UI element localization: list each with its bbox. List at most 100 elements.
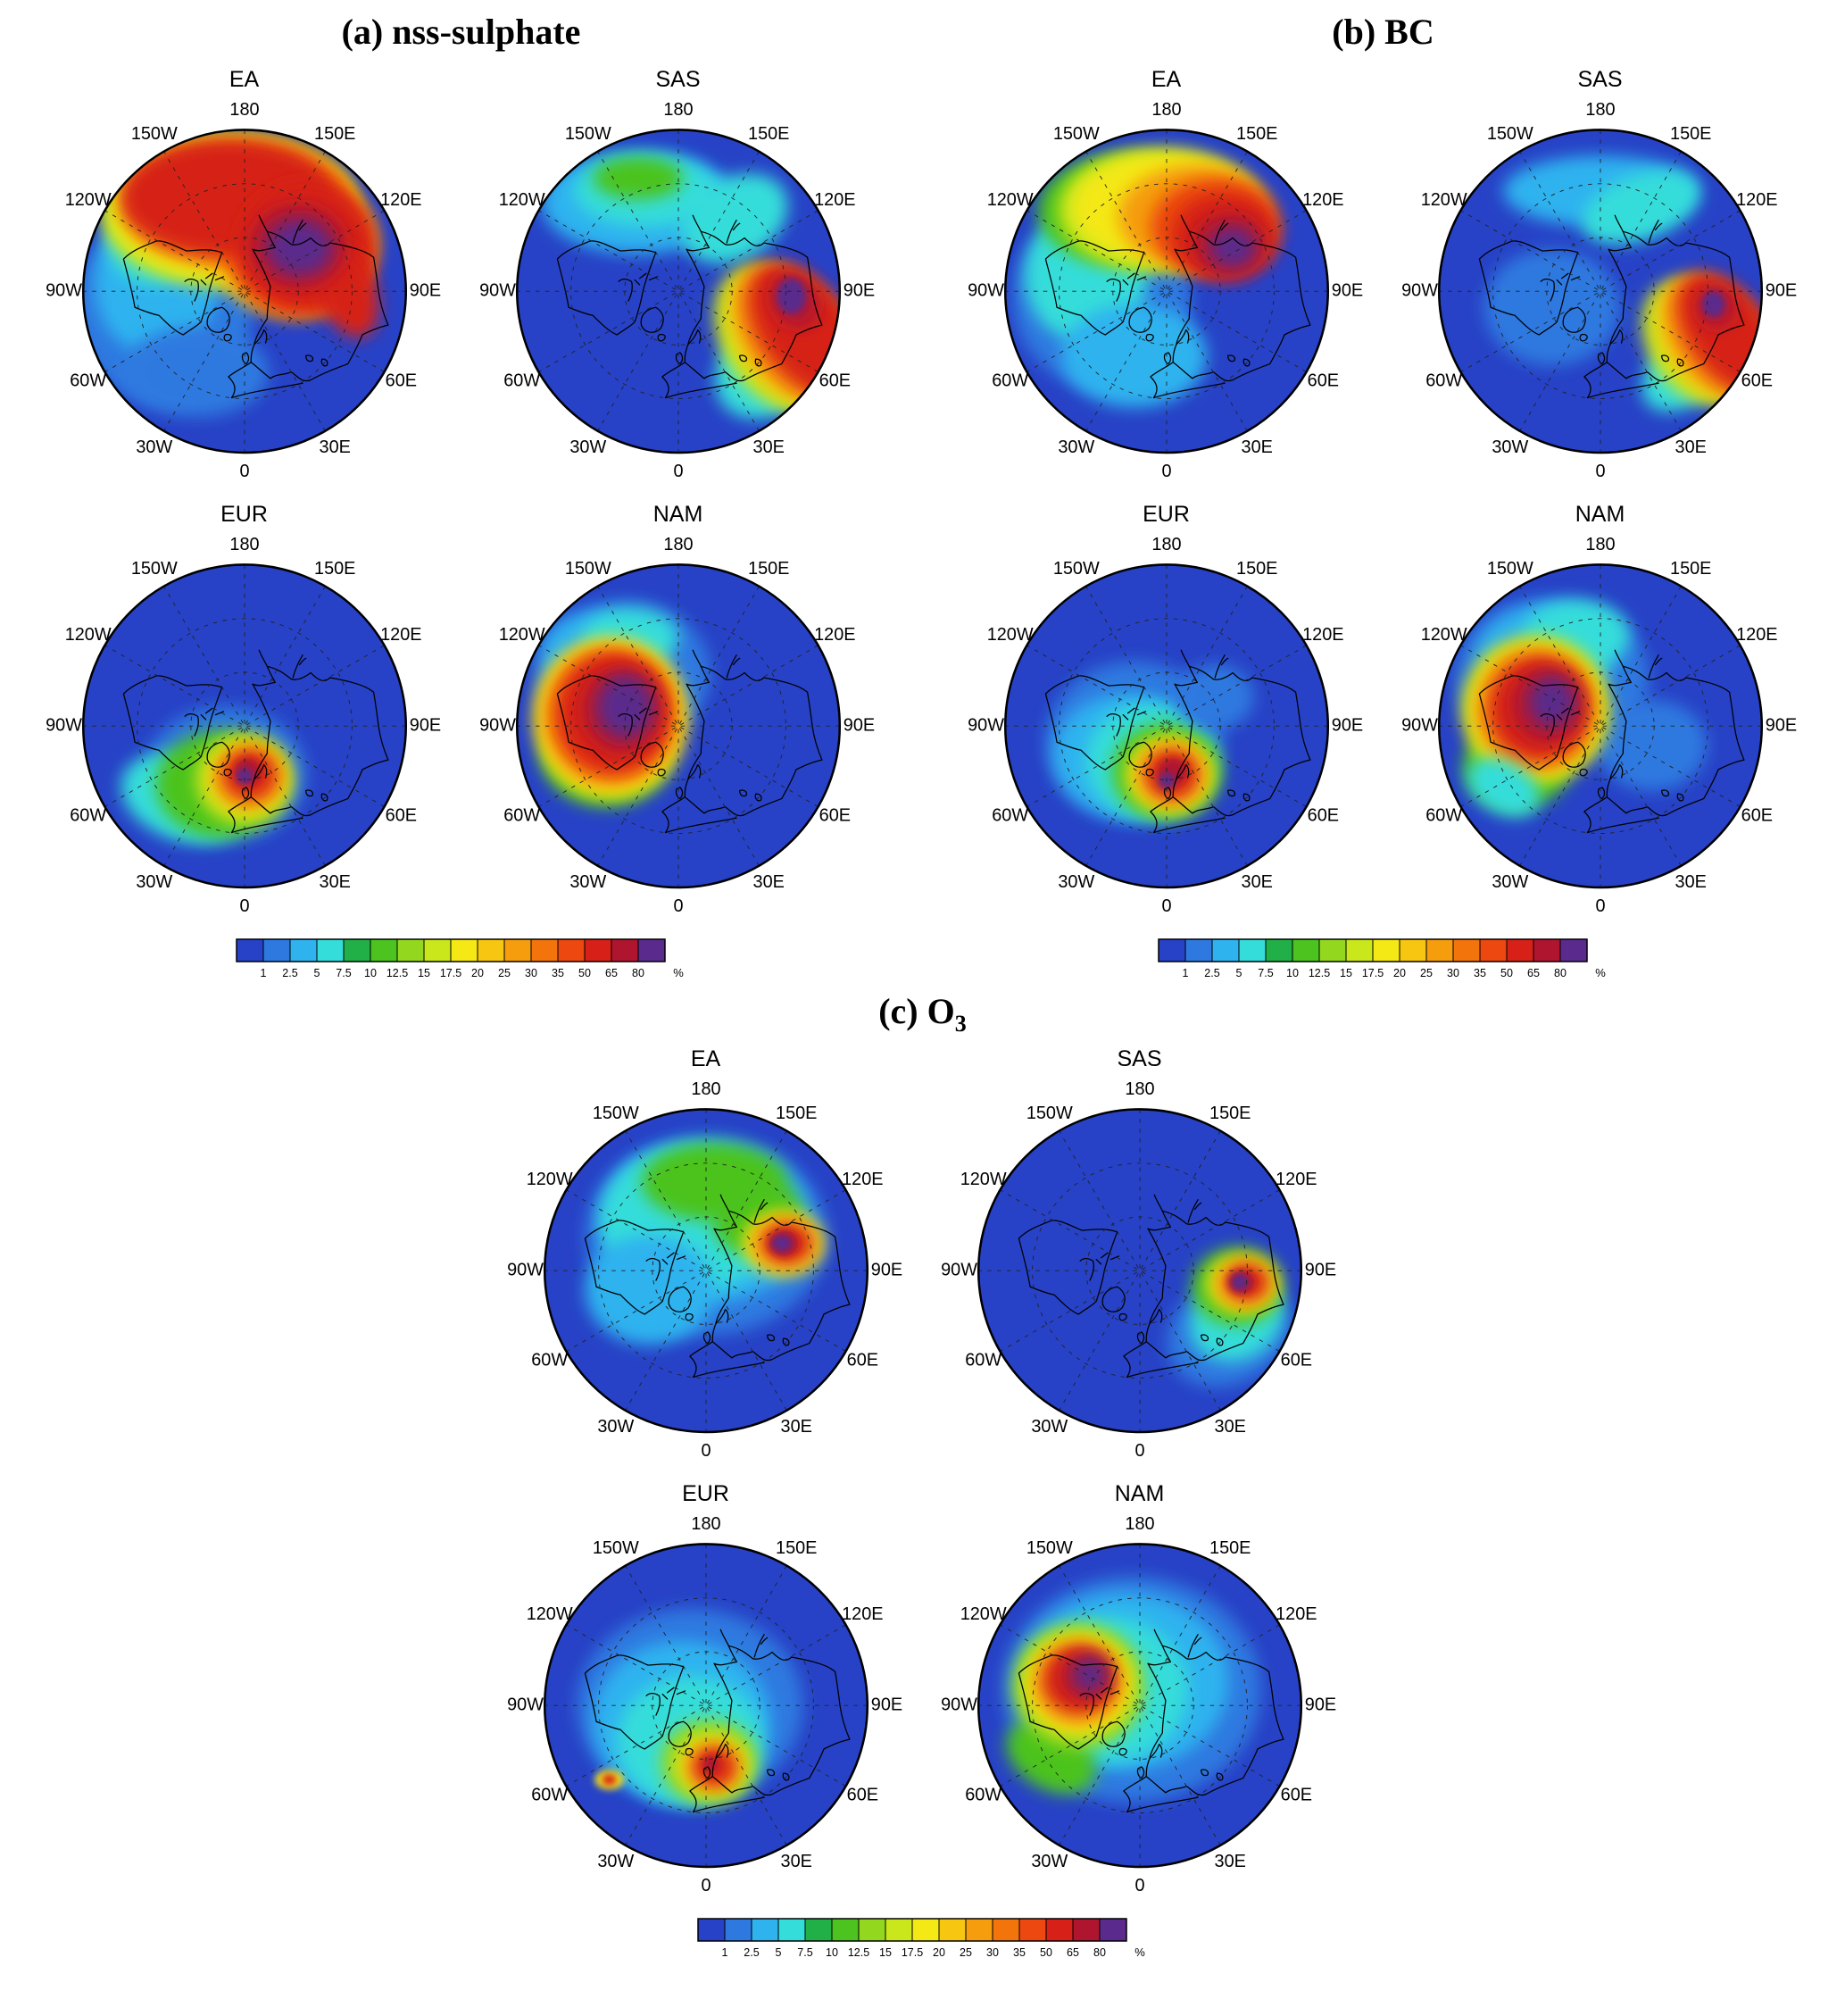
colorbar-tick-label: 2.5 <box>744 1946 759 1959</box>
map-cell-eur: EUR 180 150E 120E 90E 60E 30E 0 30W 60W 90W 120W 150… <box>28 495 461 929</box>
lon-label: 30W <box>136 872 172 892</box>
colorbar-tick-label: 1 <box>721 1946 727 1959</box>
lon-label: 60W <box>531 1351 568 1370</box>
lon-label: 0 <box>1134 1441 1144 1461</box>
map-plot-nam: 180 150E 120E 90E 60E 30E 0 30W 60W 90W 120W 150W <box>479 535 875 916</box>
lon-label: 120E <box>1302 625 1343 645</box>
lon-label: 60E <box>846 1786 877 1805</box>
lon-label: 30E <box>319 437 350 457</box>
map-plot-nam: 180 150E 120E 90E 60E 30E 0 30W 60W 90W 120W 150W <box>941 1514 1336 1895</box>
lon-label: 120W <box>1420 625 1467 645</box>
lon-label: 60W <box>992 371 1028 391</box>
colorbar-tick-label: 35 <box>1474 967 1486 979</box>
lon-label: 30E <box>752 872 784 892</box>
colorbar-tick-label: 25 <box>960 1946 972 1959</box>
lon-label: 120W <box>1420 190 1467 210</box>
colorbar-tick-label: 65 <box>605 967 618 979</box>
lon-label: 120W <box>526 1604 572 1624</box>
colorbar: 1 2.5 5 7.5 10 12.5 15 17.5 20 25 30 35 50 65 80% <box>1157 938 1606 979</box>
lon-label: 60W <box>965 1786 1001 1805</box>
lon-label: 30W <box>1031 1417 1068 1437</box>
lon-label: 90E <box>843 715 874 735</box>
map-plot-ea: 180 150E 120E 90E 60E 30E 0 30W 60W 90W 120W 150W <box>968 100 1363 481</box>
colorbar-tick-label: 25 <box>498 967 511 979</box>
lon-label: 30W <box>1031 1852 1068 1871</box>
lon-label: 150W <box>1486 124 1533 144</box>
lon-label: 150E <box>314 559 355 579</box>
lon-label: 60W <box>531 1786 568 1805</box>
lon-label: 120W <box>960 1604 1006 1624</box>
map-plot-eur: 180 150E 120E 90E 60E 30E 0 30W 60W 90W 120W 150W <box>507 1514 902 1895</box>
lon-label: 150E <box>776 1104 817 1123</box>
lon-label: 180 <box>663 535 693 554</box>
lon-label: 30W <box>569 437 606 457</box>
panel-b-colorbar: 1 2.5 5 7.5 10 12.5 15 17.5 20 25 30 35 50 65 80% <box>922 937 1844 985</box>
map-cell-nam: NAM 180 150E 120E 90E 60E 30E 0 30W 60W 90W 120W 150… <box>1384 495 1817 929</box>
map-title-sas: SAS <box>1117 1046 1162 1071</box>
lon-label: 0 <box>1161 896 1171 916</box>
colorbar-tick-label: 7.5 <box>1258 967 1273 979</box>
map-plot-sas: 180 150E 120E 90E 60E 30E 0 30W 60W 90W 120W 150W <box>1401 100 1797 481</box>
lon-label: 0 <box>1134 1876 1144 1895</box>
lon-label: 150E <box>748 124 789 144</box>
lon-label: 180 <box>1125 1514 1154 1534</box>
map-plot-sas: 180 150E 120E 90E 60E 30E 0 30W 60W 90W 120W 150W <box>479 100 875 481</box>
lon-label: 180 <box>1585 535 1615 554</box>
lon-label: 30E <box>1214 1417 1245 1437</box>
panel-b-maps: EA 180 150E 120E 90E 60E 30E 0 30W 60W 90W 120W 150W… <box>922 60 1844 929</box>
lon-label: 60W <box>503 371 540 391</box>
colorbar-tick-label: 5 <box>313 967 320 979</box>
colorbar-tick-label: 20 <box>1393 967 1406 979</box>
lon-label: 150E <box>748 559 789 579</box>
map-title-eur: EUR <box>682 1481 729 1506</box>
map-plot-ea: 180 150E 120E 90E 60E 30E 0 30W 60W 90W 120W 150W <box>507 1079 902 1461</box>
lon-label: 30W <box>1058 872 1094 892</box>
map-plot-nam: 180 150E 120E 90E 60E 30E 0 30W 60W 90W 120W 150W <box>1401 535 1797 916</box>
lon-label: 180 <box>1125 1079 1154 1099</box>
lon-label: 60E <box>385 371 416 391</box>
colorbar-tick-label: 80 <box>1554 967 1567 979</box>
lon-label: 0 <box>239 896 249 916</box>
lon-label: 150W <box>130 124 177 144</box>
colorbar: 1 2.5 5 7.5 10 12.5 15 17.5 20 25 30 35 50 65 80% <box>696 1918 1145 1959</box>
lon-label: 60W <box>992 806 1028 826</box>
colorbar-tick-label: 1 <box>260 967 266 979</box>
colorbar-unit-label: % <box>1134 1945 1145 1959</box>
lon-label: 30W <box>569 872 606 892</box>
colorbar-tick-label: 7.5 <box>336 967 351 979</box>
colorbar-tick-label: 2.5 <box>282 967 297 979</box>
lon-label: 180 <box>691 1514 720 1534</box>
map-title-ea: EA <box>690 1046 721 1071</box>
colorbar-tick-label: 10 <box>364 967 377 979</box>
lon-label: 120W <box>498 190 544 210</box>
lon-label: 120W <box>526 1170 572 1189</box>
colorbar-tick-label: 15 <box>418 967 430 979</box>
lon-label: 60E <box>1741 371 1772 391</box>
lon-label: 30E <box>1675 872 1706 892</box>
colorbar-tick-label: 12.5 <box>847 1946 868 1959</box>
lon-label: 180 <box>663 100 693 120</box>
lon-label: 90W <box>968 715 1004 735</box>
colorbar-tick-label: 25 <box>1420 967 1433 979</box>
lon-label: 90E <box>409 715 440 735</box>
lon-label: 90E <box>843 280 874 300</box>
map-cell-sas: SAS 180 150E 120E 90E 60E 30E 0 30W 60W 90W 120W 150… <box>461 60 895 495</box>
lon-label: 120E <box>814 190 855 210</box>
colorbar-tick-label: 7.5 <box>797 1946 812 1959</box>
colorbar-tick-label: 35 <box>552 967 564 979</box>
lon-label: 120W <box>64 190 111 210</box>
lon-label: 0 <box>239 462 249 481</box>
panel-a-title: (a) nss-sulphate <box>0 11 922 58</box>
lon-label: 120W <box>960 1170 1006 1189</box>
colorbar-tick-label: 15 <box>879 1946 892 1959</box>
colorbar-tick-label: 80 <box>632 967 644 979</box>
colorbar-tick-label: 17.5 <box>1361 967 1383 979</box>
lon-label: 90W <box>507 1260 544 1279</box>
panel-a-colorbar: 1 2.5 5 7.5 10 12.5 15 17.5 20 25 30 35 50 65 80% <box>0 937 922 985</box>
lon-label: 0 <box>1161 462 1171 481</box>
panel-a-maps: EA 180 150E 120E 90E 60E 30E 0 30W 60W 90W 120W 150W… <box>0 60 922 929</box>
lon-label: 150W <box>130 559 177 579</box>
panel-c-title-sub: 3 <box>954 1011 967 1037</box>
colorbar-tick-label: 30 <box>525 967 537 979</box>
map-title-sas: SAS <box>1577 67 1623 92</box>
